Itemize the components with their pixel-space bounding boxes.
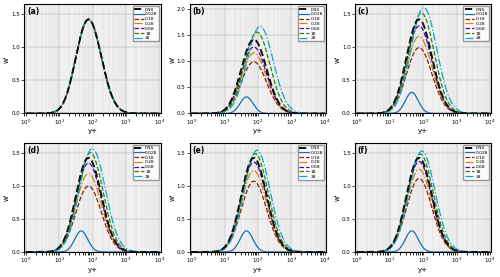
Y-axis label: w': w' [334,194,340,201]
Legend: DNS, 0.028, 0.18, 0.28, 0.68, 18, 28: DNS, 0.028, 0.18, 0.28, 0.68, 18, 28 [464,6,489,41]
Text: (e): (e) [192,146,204,155]
Text: (a): (a) [27,7,40,16]
Y-axis label: w': w' [170,194,175,201]
X-axis label: y+: y+ [418,267,428,273]
X-axis label: y+: y+ [253,267,263,273]
Legend: DNS, 0.028, 0.18, 0.28, 0.68, 18, 28: DNS, 0.028, 0.18, 0.28, 0.68, 18, 28 [298,145,324,180]
Y-axis label: w': w' [4,55,10,63]
Legend: DNS, 0.028, 0.18, 0.28, 0.68, 18, 28: DNS, 0.028, 0.18, 0.28, 0.68, 18, 28 [133,145,158,180]
Legend: DNS, 0.028, 0.18, 0.28, 0.68, 18, 28: DNS, 0.028, 0.18, 0.28, 0.68, 18, 28 [133,6,158,41]
X-axis label: y+: y+ [88,128,98,134]
Y-axis label: w': w' [170,55,175,63]
X-axis label: y+: y+ [253,128,263,134]
Legend: DNS, 0.028, 0.18, 0.28, 0.68, 18, 28: DNS, 0.028, 0.18, 0.28, 0.68, 18, 28 [298,6,324,41]
Text: (c): (c) [358,7,370,16]
X-axis label: y+: y+ [418,128,428,134]
Text: (d): (d) [27,146,40,155]
Y-axis label: w': w' [334,55,340,63]
Text: (f): (f) [358,146,368,155]
Text: (b): (b) [192,7,205,16]
X-axis label: y+: y+ [88,267,98,273]
Y-axis label: w': w' [4,194,10,201]
Legend: DNS, 0.028, 0.18, 0.28, 0.68, 18, 28: DNS, 0.028, 0.18, 0.28, 0.68, 18, 28 [464,145,489,180]
